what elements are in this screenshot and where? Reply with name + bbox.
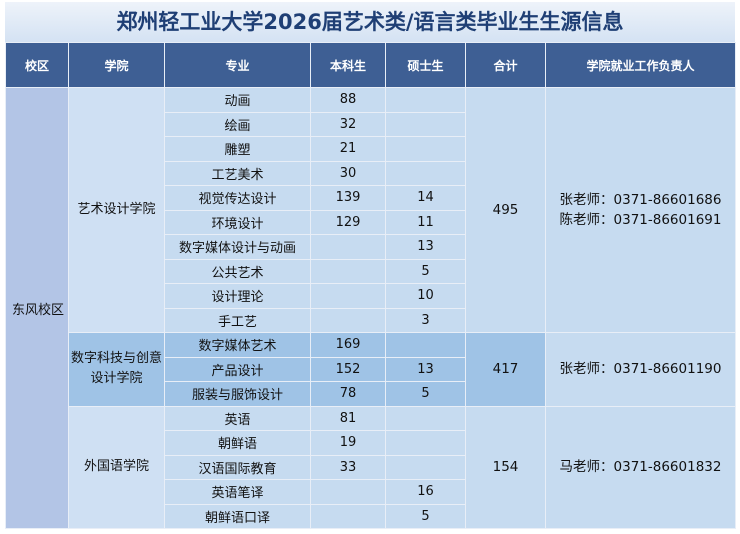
- total-cell: 417: [465, 332, 546, 407]
- master-cell: 10: [385, 283, 466, 309]
- master-cell: [385, 430, 466, 456]
- master-cell: [385, 160, 466, 186]
- master-cell: [385, 454, 466, 480]
- header-cell: 校区: [5, 42, 69, 88]
- data-row: 朝鲜语口译 5: [6, 503, 736, 529]
- title: 郑州轻工业大学2026届艺术类/语言类毕业生生源信息: [5, 2, 735, 42]
- master-cell: 3: [385, 307, 466, 333]
- undergrad-cell: 21: [310, 136, 386, 162]
- data-row: 工艺美术 30: [6, 160, 736, 186]
- major-cell: 数字媒体设计与动画: [164, 234, 311, 260]
- undergrad-cell: 33: [310, 454, 386, 480]
- undergrad-cell: [310, 234, 386, 260]
- undergrad-cell: [310, 307, 386, 333]
- undergrad-cell: [310, 503, 386, 529]
- undergrad-cell: 81: [310, 405, 386, 431]
- college-cell: 艺术设计学院: [68, 87, 165, 333]
- data-row: 视觉传达设计 139 14: [6, 185, 736, 211]
- total-cell: 495: [465, 87, 546, 333]
- header-cell: 硕士生: [385, 42, 466, 88]
- master-cell: 11: [385, 209, 466, 235]
- major-cell: 朝鲜语: [164, 430, 311, 456]
- college-cell: 数字科技与创意设计学院: [68, 332, 165, 407]
- undergrad-cell: [310, 283, 386, 309]
- master-cell: [385, 332, 466, 358]
- major-cell: 产品设计: [164, 356, 311, 382]
- data-row: 英语笔译 16: [6, 479, 736, 505]
- master-cell: 5: [385, 258, 466, 284]
- master-cell: 14: [385, 185, 466, 211]
- contact: 张老师：0371-86601686: [559, 192, 722, 208]
- header-cell: 本科生: [310, 42, 386, 88]
- data-row: 数字科技与创意设计学院 数字媒体艺术 169 417 张老师：0371-86601190: [6, 332, 736, 407]
- data-row: 东风校区 艺术设计学院 动画 88 495 张老师：0371-86601686 陈老师：03…: [5, 87, 736, 529]
- undergrad-cell: 78: [310, 381, 386, 407]
- major-cell: 服装与服饰设计: [164, 381, 311, 407]
- contact: 陈老师：0371-86601691: [559, 212, 722, 228]
- data-row: 绘画 32: [6, 111, 736, 137]
- contact: 张老师：0371-86601190: [559, 361, 722, 378]
- header-cell: 专业: [164, 42, 311, 88]
- data-row: 雕塑 21: [6, 136, 736, 162]
- data-row: 朝鲜语 19: [6, 430, 736, 456]
- major-cell: 设计理论: [164, 283, 311, 309]
- undergrad-cell: 30: [310, 160, 386, 186]
- master-cell: 5: [385, 381, 466, 407]
- undergrad-cell: [310, 258, 386, 284]
- data-row: 公共艺术 5: [6, 258, 736, 284]
- major-cell: 公共艺术: [164, 258, 311, 284]
- major-cell: 手工艺: [164, 307, 311, 333]
- major-cell: 朝鲜语口译: [164, 503, 311, 529]
- major-cell: 动画: [164, 87, 311, 113]
- contact-cell: 马老师：0371-86601832: [545, 405, 736, 529]
- data-row: 手工艺 3: [6, 307, 736, 333]
- undergrad-cell: 129: [310, 209, 386, 235]
- undergrad-cell: 139: [310, 185, 386, 211]
- data-row: 服装与服饰设计 78 5: [6, 381, 736, 407]
- undergrad-cell: 152: [310, 356, 386, 382]
- header-cell: 学院: [68, 42, 165, 88]
- table: 校区 学院 专业 本科生 硕士生 合计 学院就业工作负责人 东风校区 艺术设计学院 动画 88 495…: [5, 42, 736, 529]
- master-cell: [385, 136, 466, 162]
- master-cell: [385, 87, 466, 113]
- header-row: 校区 学院 专业 本科生 硕士生 合计 学院就业工作负责人: [5, 42, 736, 88]
- campus-cell: 东风校区: [5, 87, 69, 529]
- undergrad-cell: 88: [310, 87, 386, 113]
- data-row: 环境设计 129 11: [6, 209, 736, 235]
- data-row: 设计理论 10: [6, 283, 736, 309]
- college-cell: 外国语学院: [68, 405, 165, 529]
- undergrad-cell: 19: [310, 430, 386, 456]
- contact: 马老师：0371-86601832: [559, 459, 722, 476]
- contact-cell: 张老师：0371-86601190: [545, 332, 736, 407]
- master-cell: 13: [385, 234, 466, 260]
- master-cell: 13: [385, 356, 466, 382]
- major-cell: 视觉传达设计: [164, 185, 311, 211]
- data-row: 外国语学院 英语 81 154 马老师：0371-86601832: [6, 405, 736, 529]
- master-cell: [385, 111, 466, 137]
- master-cell: [385, 405, 466, 431]
- major-cell: 绘画: [164, 111, 311, 137]
- total-cell: 154: [465, 405, 546, 529]
- major-cell: 雕塑: [164, 136, 311, 162]
- undergrad-cell: [310, 479, 386, 505]
- header-cell: 学院就业工作负责人: [545, 42, 736, 88]
- contact-cell: 张老师：0371-86601686 陈老师：0371-86601691: [545, 87, 736, 333]
- master-cell: 16: [385, 479, 466, 505]
- undergrad-cell: 32: [310, 111, 386, 137]
- major-cell: 环境设计: [164, 209, 311, 235]
- undergrad-cell: 169: [310, 332, 386, 358]
- major-cell: 工艺美术: [164, 160, 311, 186]
- major-cell: 英语笔译: [164, 479, 311, 505]
- master-cell: 5: [385, 503, 466, 529]
- major-cell: 英语: [164, 405, 311, 431]
- major-cell: 数字媒体艺术: [164, 332, 311, 358]
- data-row: 数字媒体设计与动画 13: [6, 234, 736, 260]
- major-cell: 汉语国际教育: [164, 454, 311, 480]
- header-cell: 合计: [465, 42, 546, 88]
